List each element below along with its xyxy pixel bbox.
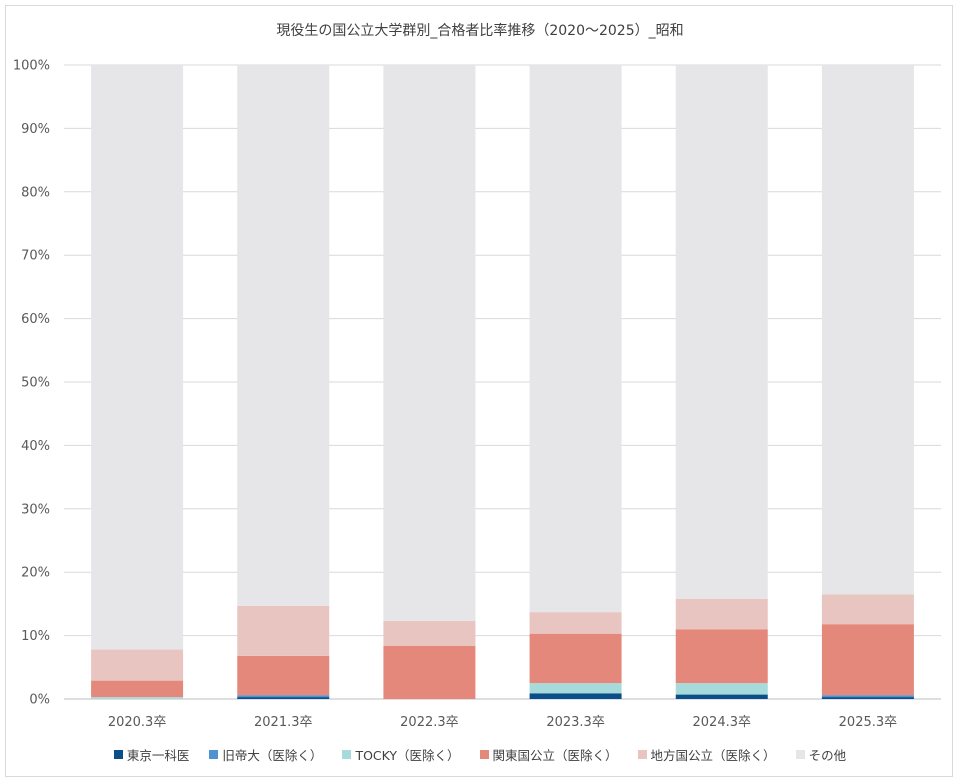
bar-segment [237, 697, 330, 699]
legend-swatch [479, 750, 489, 759]
bar-segment [237, 655, 330, 696]
y-tick-label: 0% [29, 693, 50, 708]
bar-segment [529, 633, 622, 684]
legend-label: TOCKY（医除く） [355, 748, 460, 763]
bar-segment [675, 683, 768, 695]
y-tick-label: 70% [21, 249, 50, 264]
y-tick-label: 80% [21, 185, 50, 200]
legend: 東京一科医 旧帝大（医除く） TOCKY（医除く） 関東国公立（医除く） 地方国公立（医… [0, 745, 960, 764]
legend-item: その他 [795, 745, 847, 764]
legend-swatch [342, 750, 352, 759]
bar-segment [529, 683, 622, 694]
x-tick-label: 2022.3卒 [400, 715, 459, 730]
y-axis-ticks: 0% 10% 20% 30% 40% 50% 60% 70% 80% 90% 100% [13, 59, 50, 708]
legend-label: 東京一科医 [126, 748, 190, 763]
legend-label: その他 [808, 748, 847, 763]
gridlines [64, 64, 941, 700]
bar-segment [383, 65, 476, 622]
y-tick-label: 20% [21, 566, 50, 581]
y-tick-label: 60% [21, 312, 50, 327]
y-tick-label: 10% [21, 629, 50, 644]
x-tick-label: 2025.3卒 [839, 715, 898, 730]
legend-item: TOCKY（医除く） [342, 745, 460, 764]
x-tick-label: 2023.3卒 [546, 715, 605, 730]
x-tick-label: 2021.3卒 [254, 715, 313, 730]
bar-segment [237, 605, 330, 656]
legend-label: 地方国公立（医除く） [650, 748, 776, 763]
bar-segment [675, 598, 768, 630]
bar-segment [237, 65, 330, 606]
bar-segment [675, 65, 768, 599]
y-tick-label: 40% [21, 439, 50, 454]
bar-segment [675, 629, 768, 684]
y-tick-label: 90% [21, 122, 50, 137]
x-axis-ticks: 2020.3卒 2021.3卒 2022.3卒 2023.3卒 2024.3卒 2025.… [108, 715, 897, 730]
bar-segment [821, 594, 914, 625]
bar-segment [91, 680, 184, 698]
legend-label: 関東国公立（医除く） [492, 748, 618, 763]
chart-title: 現役生の国公立大学群別_合格者比率推移（2020～2025）_昭和 [276, 23, 684, 39]
legend-swatch [113, 750, 123, 759]
bar-segment [383, 621, 476, 646]
y-tick-label: 50% [21, 376, 50, 391]
x-tick-label: 2024.3卒 [693, 715, 752, 730]
legend-item: 関東国公立（医除く） [479, 745, 618, 764]
bar-segment [237, 695, 330, 698]
bars [91, 65, 914, 699]
legend-swatch [795, 750, 805, 759]
legend-swatch [209, 750, 219, 759]
bar-segment [529, 693, 622, 699]
bar-segment [383, 645, 476, 699]
legend-item: 地方国公立（医除く） [637, 745, 776, 764]
bar-segment [91, 65, 184, 650]
bar-segment [91, 697, 184, 699]
bar-segment [529, 65, 622, 613]
y-tick-label: 30% [21, 502, 50, 517]
legend-item: 旧帝大（医除く） [209, 745, 322, 764]
bar-segment [91, 649, 184, 681]
x-tick-label: 2020.3卒 [108, 715, 167, 730]
bar-segment [529, 612, 622, 634]
y-tick-label: 100% [13, 59, 50, 74]
bar-segment [675, 694, 768, 699]
legend-label: 旧帝大（医除く） [222, 748, 323, 763]
bar-segment [821, 65, 914, 595]
bar-segment [821, 695, 914, 698]
legend-item: 東京一科医 [113, 745, 190, 764]
bar-segment [821, 624, 914, 696]
legend-swatch [637, 750, 647, 759]
bar-segment [821, 697, 914, 699]
